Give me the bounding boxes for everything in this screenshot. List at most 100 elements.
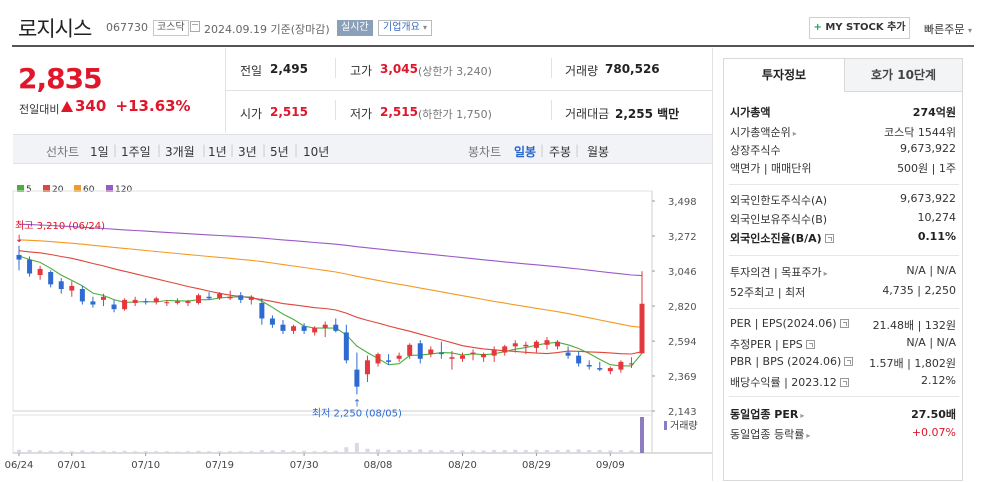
invest-info-row[interactable]: 동일업종 PER ▸ 27.50배	[730, 406, 958, 425]
period-10y[interactable]: 10년	[303, 145, 330, 159]
price-chart[interactable]: 3,498 3,272 3,046 2,820 2,594 2,369 2,143 06/24…	[0, 190, 712, 482]
help-icon[interactable]	[805, 340, 815, 349]
volume-bar	[112, 451, 117, 453]
company-overview-dropdown[interactable]: 기업개요 ▾	[378, 20, 433, 36]
period-3m[interactable]: 3개월	[165, 145, 195, 159]
up-triangle-icon	[61, 101, 73, 112]
invest-info-key-text: 추정PER | EPS	[730, 338, 803, 351]
candle-weekly[interactable]: 주봉	[549, 145, 572, 159]
candle-body	[417, 343, 423, 359]
tab-invest-info[interactable]: 투자정보	[724, 59, 844, 92]
chevron-right-icon: ▸	[823, 269, 828, 278]
volume-bar	[523, 450, 528, 453]
stock-name: 로지시스	[18, 17, 92, 41]
help-icon[interactable]	[839, 378, 849, 387]
mystock-label: MY STOCK 추가	[825, 22, 906, 33]
invest-info-key: 시가총액순위 ▸	[730, 124, 797, 140]
quick-order-dropdown[interactable]: 빠른주문 ▾	[924, 21, 972, 37]
volume-bar	[175, 451, 180, 453]
x-tick-label: 09/09	[596, 460, 625, 471]
legend-item-ma60: 60	[74, 185, 94, 195]
candle-body	[227, 296, 233, 299]
volume-bar	[354, 442, 359, 453]
divider	[225, 48, 226, 133]
volume-bar	[344, 447, 349, 453]
invest-info-key: 외국인보유주식수(B)	[730, 211, 827, 227]
invest-info-row: 52주최고 | 최저 4,735 | 2,250	[730, 284, 958, 303]
ma5-line	[18, 255, 643, 367]
candle-monthly[interactable]: 월봉	[587, 145, 610, 159]
legend-label: 5	[26, 185, 32, 195]
volume-bar	[449, 450, 454, 453]
volume-bar	[312, 451, 317, 453]
candle-body	[312, 327, 318, 333]
candle-body	[111, 304, 117, 310]
chevron-right-icon: ▸	[792, 129, 797, 138]
separator: |	[157, 143, 162, 157]
volume-bar	[207, 451, 212, 453]
y-tick-label: 2,594	[668, 337, 697, 348]
invest-info-value: +0.07%	[911, 426, 956, 439]
candle-body	[217, 293, 223, 299]
candle-body	[491, 349, 497, 356]
volume-bar	[69, 451, 74, 453]
separator: |	[262, 143, 267, 157]
candle-daily[interactable]: 일봉	[514, 145, 537, 159]
invest-info-value: 500원 | 1주	[897, 162, 956, 175]
tab-orderbook[interactable]: 호가 10단계	[844, 59, 962, 92]
candle-body	[639, 303, 645, 354]
panel-divider	[729, 308, 959, 309]
volume-bar	[555, 450, 560, 453]
invest-info-row: 외국인소진율(B/A) 0.11%	[730, 230, 958, 249]
invest-info-row[interactable]: 투자의견 | 목표주가 ▸ N/A | N/A	[730, 264, 958, 283]
x-tick-label: 07/10	[131, 460, 160, 471]
candle-body	[343, 332, 349, 361]
separator: |	[294, 143, 299, 157]
help-icon[interactable]	[844, 357, 854, 366]
candle-body	[375, 354, 381, 364]
volume-bar	[133, 451, 138, 453]
candle-body	[628, 363, 634, 365]
help-icon[interactable]	[839, 319, 849, 328]
candle-body	[69, 285, 75, 291]
low-value: 2,515	[380, 105, 418, 119]
quote-date: 2024.09.19 기준(장마감)	[204, 21, 330, 37]
invest-info-key-text: 외국인한도주식수(A)	[730, 194, 828, 207]
period-5y[interactable]: 5년	[270, 145, 289, 159]
realtime-button[interactable]: 실시간	[337, 20, 373, 36]
legend-label: 20	[52, 185, 64, 195]
period-1d[interactable]: 1일	[90, 145, 109, 159]
invest-info-row[interactable]: 동일업종 등락률 ▸ +0.07%	[730, 426, 958, 445]
volume-bar	[238, 451, 243, 453]
period-1w[interactable]: 1주일	[121, 145, 151, 159]
candle-body	[438, 352, 444, 355]
candle-body	[333, 324, 339, 331]
mystock-add-button[interactable]: + MY STOCK 추가	[809, 17, 910, 39]
invest-info-key: PBR | BPS (2024.06)	[730, 355, 854, 368]
date-text: 2024.09.19	[204, 23, 267, 36]
invest-info-row: 추정PER | EPS N/A | N/A	[730, 336, 958, 355]
y-tick-label: 2,369	[668, 372, 697, 383]
volume-bar	[587, 450, 592, 453]
x-tick-label: 08/29	[522, 460, 551, 471]
legend-item-ma5: 5	[17, 185, 32, 195]
amount-label: 거래대금	[565, 107, 610, 121]
invest-info-key: 외국인소진율(B/A)	[730, 230, 834, 246]
candle-body	[512, 343, 518, 347]
invest-info-key: 시가총액	[730, 104, 770, 120]
volume-bar	[59, 450, 64, 453]
ma20-line	[18, 250, 643, 355]
invest-info-key: 상장주식수	[730, 142, 781, 158]
invest-info-value: 21.48배 | 132원	[872, 319, 956, 332]
period-3y[interactable]: 3년	[238, 145, 257, 159]
invest-info-key-text: 액면가 | 매매단위	[730, 162, 812, 175]
candle-body	[27, 259, 33, 274]
current-price: 2,835	[18, 62, 103, 95]
invest-info-row[interactable]: 시가총액순위 ▸ 코스닥 1544위	[730, 124, 958, 143]
period-1y[interactable]: 1년	[208, 145, 227, 159]
volume-bar	[544, 450, 549, 453]
help-icon[interactable]	[824, 234, 834, 243]
invest-info-value: 1.57배 | 1,802원	[869, 357, 956, 370]
candle-body	[597, 368, 603, 370]
candle-body	[481, 354, 487, 358]
